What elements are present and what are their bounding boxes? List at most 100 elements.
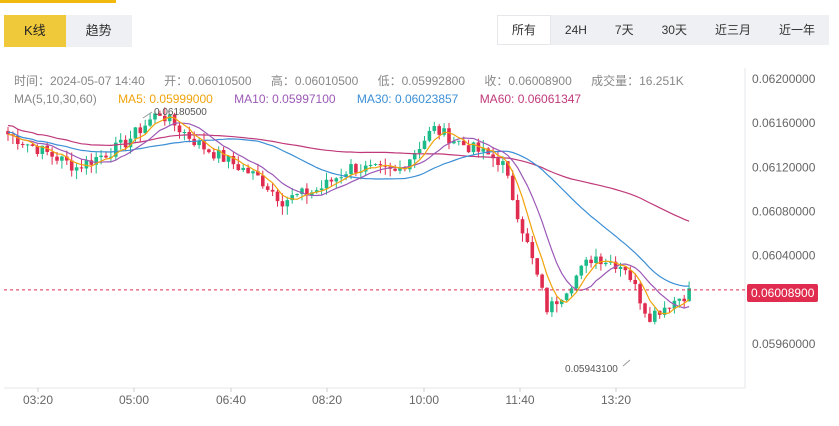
ma60-value: MA60: 0.06061347 [479, 92, 582, 106]
tab-30d[interactable]: 30天 [661, 23, 687, 37]
ma30-value: MA30: 0.06023857 [356, 92, 459, 106]
tab-3m[interactable]: 近三月 [714, 23, 751, 37]
candle-body [167, 114, 172, 122]
candle-body [118, 139, 123, 143]
candle-body [432, 126, 437, 131]
candle-body [393, 168, 397, 171]
candle-body [265, 186, 270, 190]
candle-body [354, 164, 358, 173]
candle-body [422, 140, 427, 150]
candle-body [525, 233, 530, 243]
candle-body [104, 155, 108, 158]
candle-body [20, 144, 25, 146]
tab-all[interactable]: 所有 [496, 15, 551, 45]
low-annotation: 0.05943100 [565, 364, 618, 375]
candle-body [378, 164, 383, 166]
candle-body [84, 160, 89, 169]
candle-body [452, 141, 456, 144]
info-close: 收：0.06008900 [484, 74, 572, 88]
candle-body [604, 262, 608, 265]
candle-body [481, 148, 486, 152]
low-annotation-pointer [622, 359, 631, 367]
y-tick-label: 0.06040000 [752, 249, 816, 263]
candle-body [506, 161, 510, 176]
candle-body [94, 157, 98, 165]
candle-body [368, 164, 373, 166]
candle-body [226, 155, 231, 162]
candle-body [133, 127, 138, 139]
y-tick-label: 0.06200000 [752, 72, 816, 86]
candle-body [314, 190, 319, 193]
candle-body [412, 153, 417, 160]
ma-legend: MA(5,10,30,60) MA5: 0.05999000 MA10: 0.0… [14, 92, 599, 106]
candle-body [344, 174, 348, 178]
high-annotation: 0.06180500 [154, 107, 207, 118]
tab-kline[interactable]: K线 [4, 15, 66, 47]
candle-body [310, 192, 314, 196]
candle-body [16, 135, 20, 145]
candle-body [427, 130, 432, 141]
candle-body [40, 145, 45, 154]
candle-body [648, 313, 652, 322]
candle-body [618, 266, 623, 270]
candle-body [25, 144, 30, 146]
candle-body [559, 299, 564, 305]
x-tick-label: 10:00 [409, 393, 439, 407]
candle-body [574, 275, 579, 289]
candle-body [207, 149, 211, 153]
candle-body [197, 140, 201, 146]
tab-1y[interactable]: 近一年 [778, 23, 815, 37]
candle-body [74, 167, 79, 171]
tab-24h[interactable]: 24H [564, 23, 587, 37]
info-low: 低：0.05992800 [377, 74, 465, 88]
info-high: 高：0.06010500 [270, 74, 359, 88]
candle-body [334, 178, 339, 182]
current-price-tag: 0.06008900 [747, 284, 819, 302]
x-tick-label: 05:00 [119, 393, 149, 407]
candle-body [530, 242, 535, 259]
candle-body [65, 156, 69, 161]
candle-body [373, 164, 378, 166]
candle-body [643, 303, 647, 314]
ma10-line [7, 122, 690, 309]
x-tick-label: 06:40 [216, 393, 246, 407]
candle-body [613, 261, 618, 270]
candle-body [202, 140, 206, 150]
candle-body [236, 164, 241, 171]
x-tick-label: 03:20 [23, 393, 53, 407]
ma10-value: MA10: 0.05997100 [234, 92, 336, 106]
candle-body [182, 132, 187, 134]
candle-body [476, 142, 481, 152]
candle-body [212, 152, 216, 159]
candle-body [550, 301, 554, 313]
info-volume: 成交量：16.251K [591, 74, 684, 88]
candle-body [564, 293, 569, 300]
y-tick-label: 0.06160000 [752, 116, 816, 130]
candle-body [584, 259, 588, 266]
candle-body [398, 168, 402, 171]
candle-body [466, 145, 471, 153]
candle-body [408, 159, 412, 170]
info-open: 开：0.06010500 [164, 74, 252, 88]
candle-body [677, 298, 682, 301]
candle-body [280, 201, 285, 207]
candle-body [153, 113, 157, 120]
candle-body [138, 127, 143, 134]
candle-body [99, 155, 103, 158]
candle-body [231, 155, 236, 165]
ma-label: MA(5,10,30,60) [14, 92, 97, 106]
candle-body [363, 165, 368, 172]
high-annotation-pointer [142, 111, 153, 119]
candle-body [172, 114, 177, 126]
candle-body [682, 298, 686, 302]
time-range-tabs: 所有 24H 7天 30天 近三月 近一年 [496, 15, 829, 45]
candle-body [501, 161, 505, 165]
candle-body [461, 140, 466, 146]
candle-body [599, 256, 603, 265]
candle-body [241, 167, 245, 171]
tab-trend[interactable]: 趋势 [65, 15, 132, 47]
ma60-line [7, 124, 690, 222]
tab-7d[interactable]: 7天 [614, 23, 634, 37]
candle-body [192, 138, 196, 146]
